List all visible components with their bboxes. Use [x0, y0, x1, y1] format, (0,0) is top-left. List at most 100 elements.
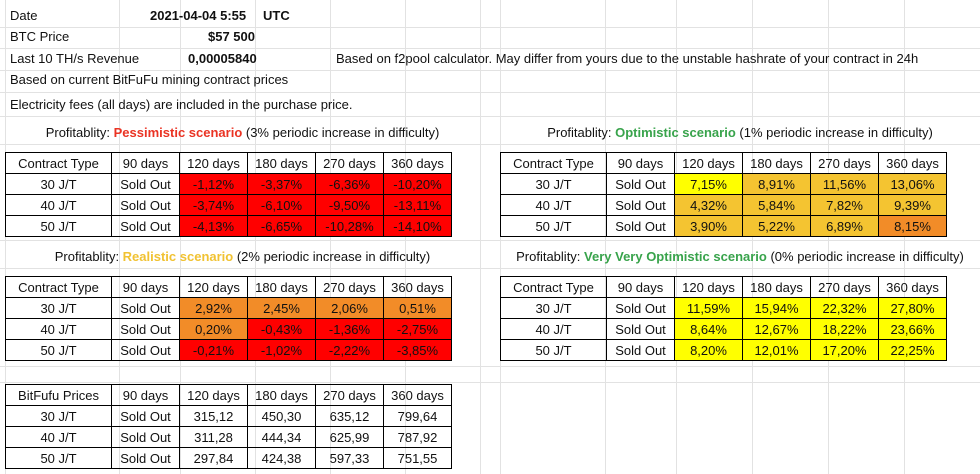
header-cell: 270 days [315, 276, 384, 298]
btc-price-label: BTC Price [10, 29, 70, 44]
table-row: 50 J/T Sold Out 8,20% 12,01% 17,20% 22,2… [500, 339, 947, 361]
value-cell: 22,32% [810, 297, 879, 319]
value-cell: 2,92% [179, 297, 248, 319]
value-cell: 7,82% [810, 194, 879, 216]
date-timezone: UTC [263, 8, 290, 23]
revenue-label: Last 10 TH/s Revenue [10, 51, 140, 66]
contract-type-cell: 40 J/T [5, 194, 112, 216]
header-cell: Contract Type [500, 276, 607, 298]
value-cell: 2,45% [247, 297, 316, 319]
value-cell: -9,50% [315, 194, 384, 216]
contract-type-cell: 40 J/T [500, 318, 607, 340]
value-cell: -3,37% [247, 173, 316, 195]
value-cell: 11,59% [674, 297, 743, 319]
value-cell: 17,20% [810, 339, 879, 361]
header-cell: 270 days [315, 384, 384, 406]
status-cell: Sold Out [111, 215, 180, 237]
table-row: 30 J/T Sold Out 7,15% 8,91% 11,56% 13,06… [500, 173, 947, 195]
value-cell: -1,02% [247, 339, 316, 361]
value-cell: -0,21% [179, 339, 248, 361]
contract-type-cell: 50 J/T [5, 215, 112, 237]
table-header-row: Contract Type 90 days 120 days 180 days … [5, 276, 452, 298]
value-cell: 27,80% [878, 297, 947, 319]
contract-type-cell: 30 J/T [5, 297, 112, 319]
status-cell: Sold Out [111, 405, 180, 427]
value-cell: -6,10% [247, 194, 316, 216]
table-row: 50 J/T Sold Out -4,13% -6,65% -10,28% -1… [5, 215, 452, 237]
caption-optimistic: Profitablity: Optimistic scenario (1% pe… [547, 125, 933, 140]
value-cell: 12,01% [742, 339, 811, 361]
header-cell: 360 days [878, 276, 947, 298]
header-cell: 180 days [247, 276, 316, 298]
value-cell: 12,67% [742, 318, 811, 340]
header-cell: 90 days [111, 152, 180, 174]
table-row: 40 J/T Sold Out 8,64% 12,67% 18,22% 23,6… [500, 318, 947, 340]
header-cell: 180 days [742, 276, 811, 298]
status-cell: Sold Out [111, 447, 180, 469]
value-cell: 6,89% [810, 215, 879, 237]
price-cell: 787,92 [383, 426, 452, 448]
caption-realistic: Profitablity: Realistic scenario (2% per… [54, 249, 431, 264]
value-cell: -2,75% [383, 318, 452, 340]
header-cell: 270 days [315, 152, 384, 174]
caption-pessimistic: Profitablity: Pessimistic scenario (3% p… [45, 125, 440, 140]
value-cell: 8,91% [742, 173, 811, 195]
price-cell: 444,34 [247, 426, 316, 448]
prices-note: Based on current BitFuFu mining contract… [10, 72, 289, 87]
value-cell: -1,12% [179, 173, 248, 195]
header-cell: 90 days [111, 276, 180, 298]
revenue-value: 0,00005840 [188, 51, 257, 66]
header-cell: 180 days [742, 152, 811, 174]
table-row: 30 J/T Sold Out 315,12 450,30 635,12 799… [5, 405, 452, 427]
header-cell: 360 days [878, 152, 947, 174]
prices-table: BitFufu Prices 90 days 120 days 180 days… [5, 384, 452, 469]
price-cell: 597,33 [315, 447, 384, 469]
value-cell: 22,25% [878, 339, 947, 361]
contract-type-cell: 50 J/T [5, 447, 112, 469]
pessimistic-table: Contract Type 90 days 120 days 180 days … [5, 152, 452, 237]
value-cell: -2,22% [315, 339, 384, 361]
contract-type-cell: 50 J/T [5, 339, 112, 361]
table-row: 30 J/T Sold Out 11,59% 15,94% 22,32% 27,… [500, 297, 947, 319]
contract-type-cell: 30 J/T [500, 297, 607, 319]
value-cell: 5,84% [742, 194, 811, 216]
value-cell: -4,13% [179, 215, 248, 237]
status-cell: Sold Out [111, 339, 180, 361]
header-cell: 120 days [179, 276, 248, 298]
fees-note: Electricity fees (all days) are included… [10, 97, 353, 112]
value-cell: -6,65% [247, 215, 316, 237]
value-cell: 8,15% [878, 215, 947, 237]
status-cell: Sold Out [606, 215, 675, 237]
btc-price-value: $57 500 [208, 29, 255, 44]
optimistic-table: Contract Type 90 days 120 days 180 days … [500, 152, 947, 237]
value-cell: 2,06% [315, 297, 384, 319]
price-cell: 625,99 [315, 426, 384, 448]
value-cell: 23,66% [878, 318, 947, 340]
value-cell: -0,43% [247, 318, 316, 340]
table-row: 40 J/T Sold Out -3,74% -6,10% -9,50% -13… [5, 194, 452, 216]
realistic-table: Contract Type 90 days 120 days 180 days … [5, 276, 452, 361]
contract-type-cell: 30 J/T [5, 173, 112, 195]
table-header-row: BitFufu Prices 90 days 120 days 180 days… [5, 384, 452, 406]
value-cell: -14,10% [383, 215, 452, 237]
value-cell: -10,28% [315, 215, 384, 237]
table-row: 50 J/T Sold Out 3,90% 5,22% 6,89% 8,15% [500, 215, 947, 237]
value-cell: 9,39% [878, 194, 947, 216]
caption-very-optimistic: Profitablity: Very Very Optimistic scena… [516, 249, 964, 264]
table-header-row: Contract Type 90 days 120 days 180 days … [5, 152, 452, 174]
value-cell: 18,22% [810, 318, 879, 340]
table-row: 30 J/T Sold Out -1,12% -3,37% -6,36% -10… [5, 173, 452, 195]
table-row: 30 J/T Sold Out 2,92% 2,45% 2,06% 0,51% [5, 297, 452, 319]
status-cell: Sold Out [111, 318, 180, 340]
table-row: 50 J/T Sold Out -0,21% -1,02% -2,22% -3,… [5, 339, 452, 361]
header-cell: 120 days [179, 152, 248, 174]
date-value: 2021-04-04 5:55 [150, 8, 247, 23]
value-cell: -10,20% [383, 173, 452, 195]
value-cell: 11,56% [810, 173, 879, 195]
value-cell: 8,64% [674, 318, 743, 340]
header-cell: 180 days [247, 152, 316, 174]
status-cell: Sold Out [606, 318, 675, 340]
value-cell: 3,90% [674, 215, 743, 237]
very-optimistic-table: Contract Type 90 days 120 days 180 days … [500, 276, 947, 361]
header-cell: 90 days [606, 276, 675, 298]
